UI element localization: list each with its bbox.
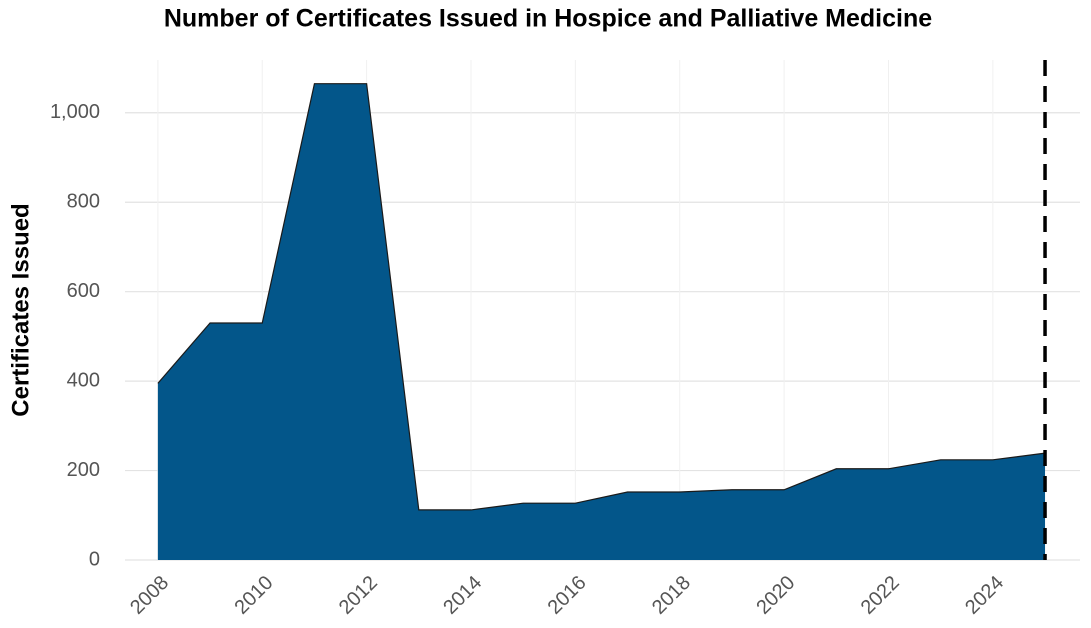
x-tick-label: 2022 bbox=[857, 572, 904, 619]
x-tick-label: 2008 bbox=[126, 572, 173, 619]
x-tick-label: 2018 bbox=[648, 572, 695, 619]
x-tick-label: 2020 bbox=[752, 572, 799, 619]
y-tick-label: 600 bbox=[67, 280, 100, 302]
y-tick-label: 200 bbox=[67, 459, 100, 481]
y-tick-label: 0 bbox=[89, 548, 100, 570]
chart-title: Number of Certificates Issued in Hospice… bbox=[164, 5, 932, 33]
y-tick-label: 1,000 bbox=[50, 101, 100, 123]
area bbox=[157, 83, 1046, 561]
x-tick-label: 2012 bbox=[335, 572, 382, 619]
y-axis-label: Certificates Issued bbox=[7, 203, 34, 416]
x-tick-label: 2024 bbox=[961, 572, 1008, 619]
x-tick-label: 2010 bbox=[230, 572, 277, 619]
area-outline bbox=[157, 83, 1046, 511]
x-tick-label: 2014 bbox=[439, 572, 486, 619]
x-tick-label: 2016 bbox=[544, 572, 591, 619]
y-tick-label: 400 bbox=[67, 369, 100, 391]
y-tick-label: 800 bbox=[67, 190, 100, 212]
